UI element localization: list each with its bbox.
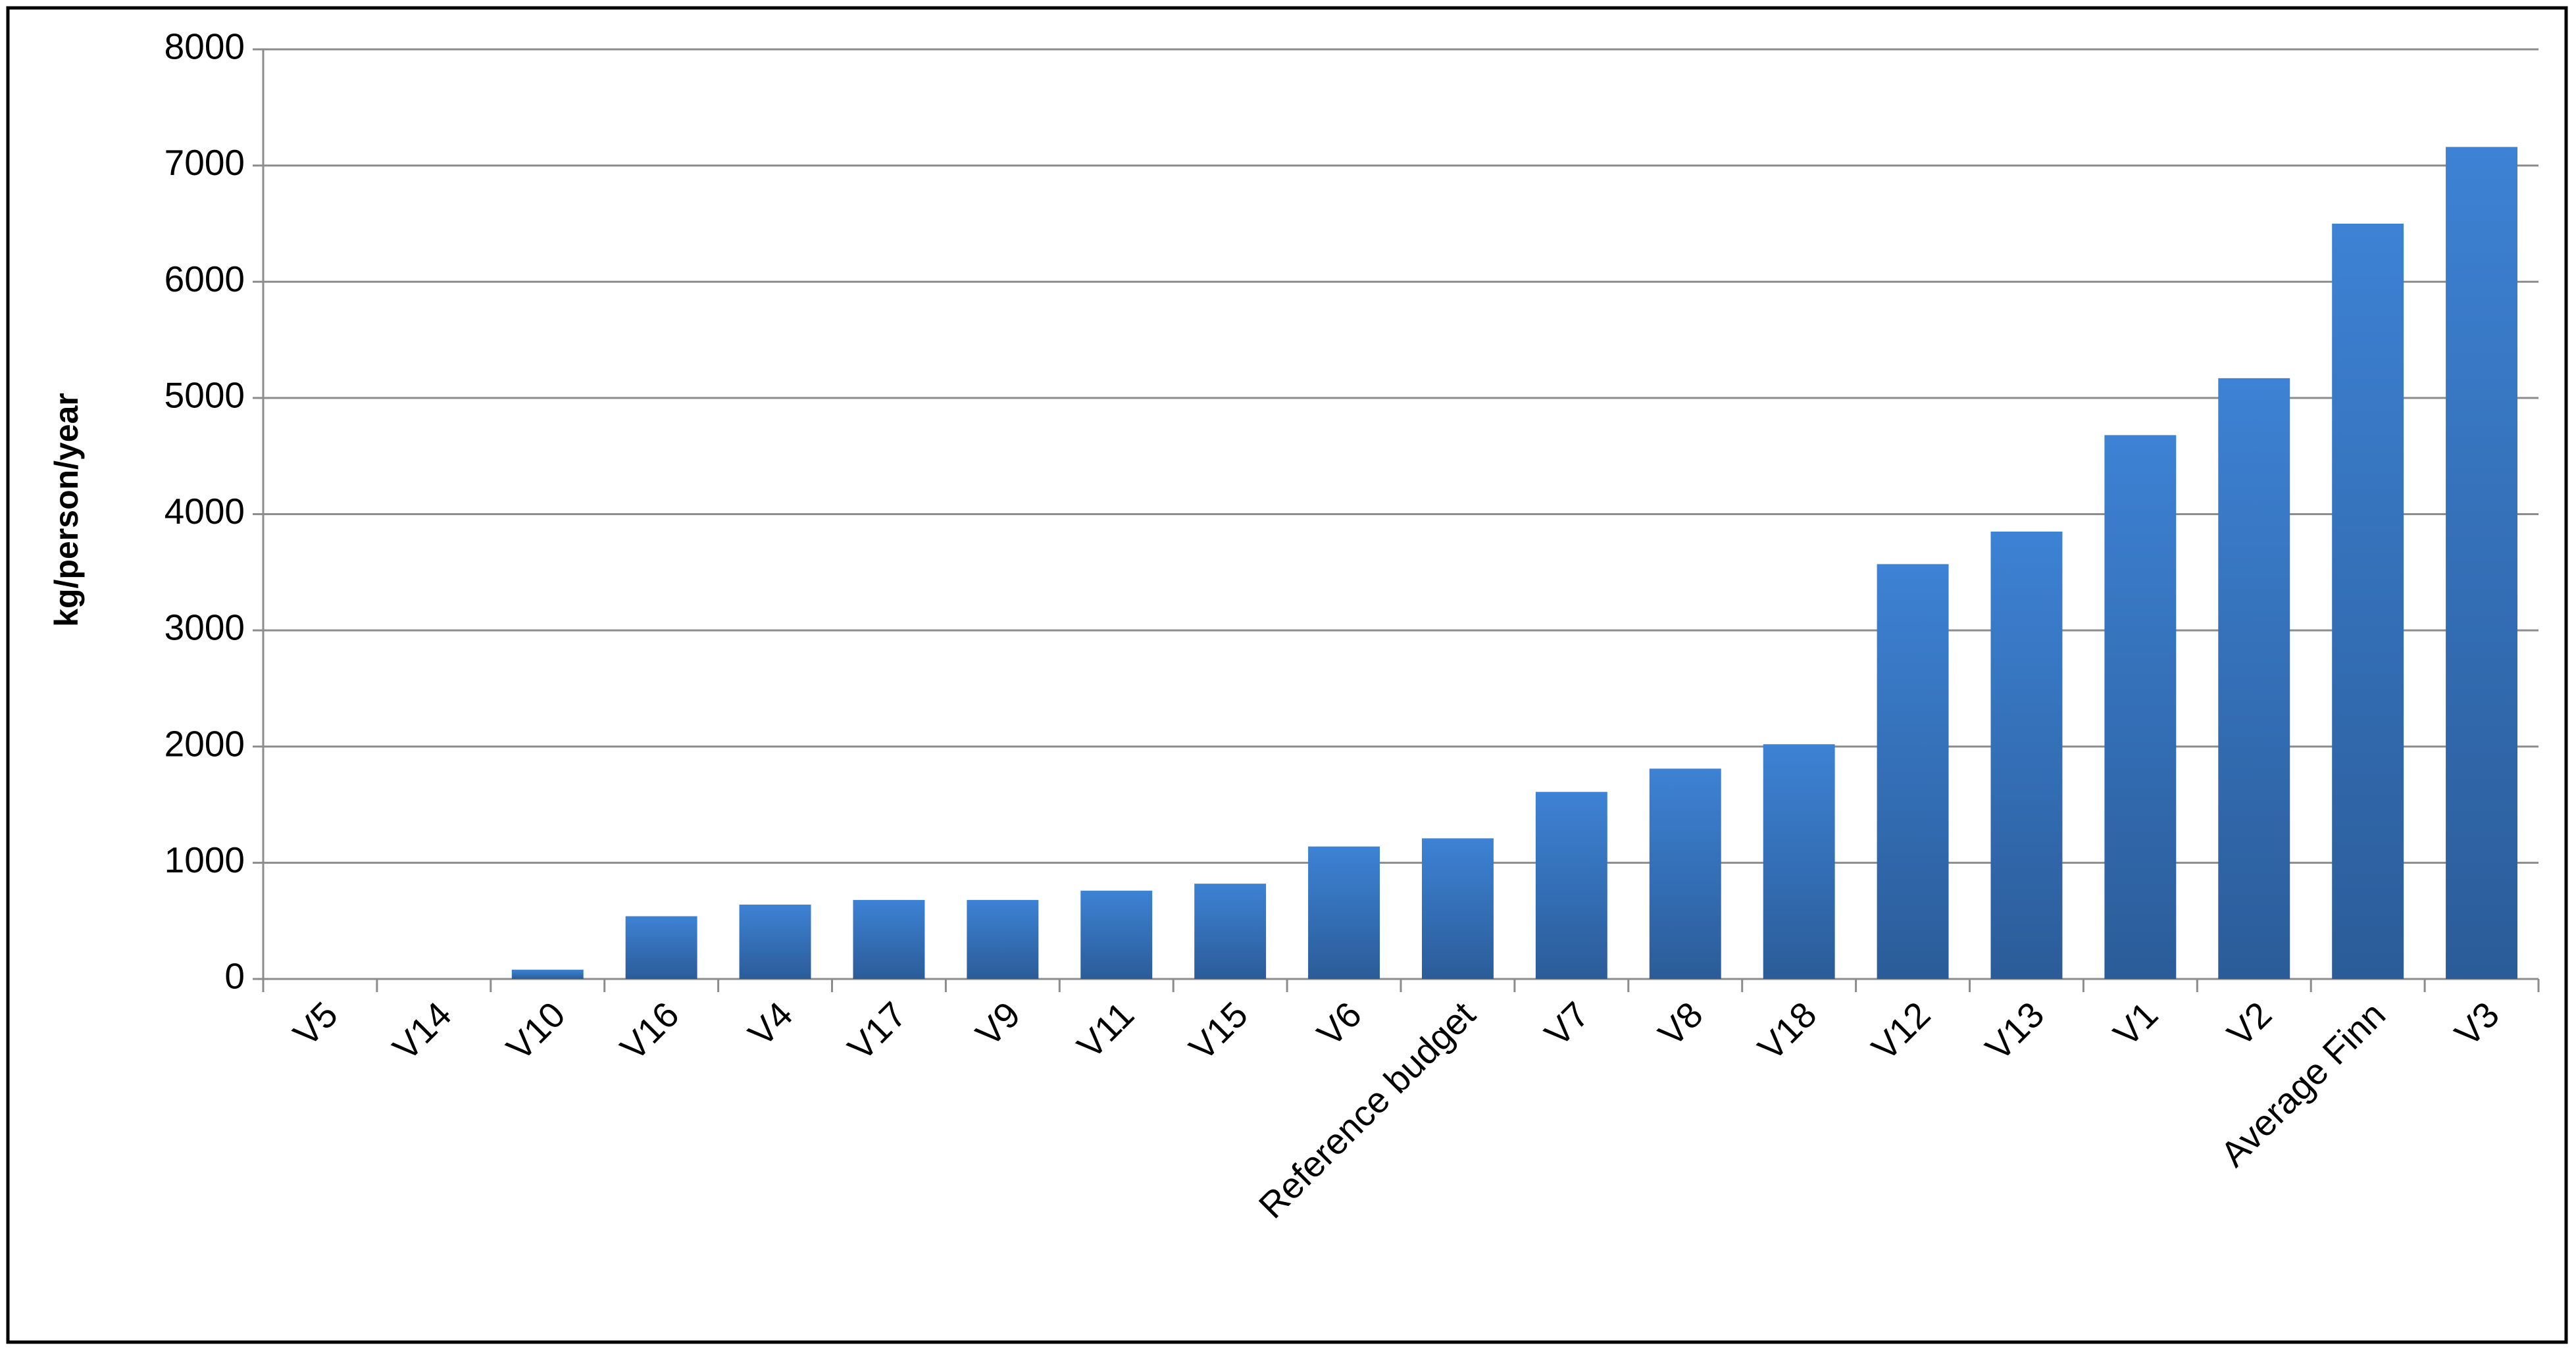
bar (1194, 884, 1267, 979)
bar (511, 969, 584, 979)
bar (967, 899, 1039, 979)
y-axis-label: kg/person/year (48, 393, 85, 627)
bar (853, 899, 925, 979)
bar (2104, 435, 2177, 979)
bar (1649, 768, 1721, 979)
bar (739, 904, 811, 979)
y-tick-label: 3000 (164, 607, 245, 648)
bar (2218, 378, 2290, 979)
bar (2446, 147, 2518, 980)
y-tick-label: 6000 (164, 259, 245, 299)
bar (1421, 838, 1494, 979)
y-tick-label: 5000 (164, 374, 245, 415)
y-tick-label: 1000 (164, 839, 245, 880)
bar (1080, 890, 1153, 979)
chart-border (6, 6, 2568, 1344)
y-tick-label: 2000 (164, 723, 245, 764)
bar (1535, 791, 1607, 979)
bar (625, 916, 697, 979)
y-tick-label: 0 (224, 956, 245, 997)
bar (1990, 531, 2063, 979)
bar (1763, 744, 1835, 979)
bar (2332, 223, 2404, 979)
y-tick-label: 4000 (164, 491, 245, 532)
bar (1308, 846, 1380, 979)
y-tick-label: 8000 (164, 26, 245, 67)
bar (1877, 564, 1949, 979)
y-tick-label: 7000 (164, 142, 245, 183)
